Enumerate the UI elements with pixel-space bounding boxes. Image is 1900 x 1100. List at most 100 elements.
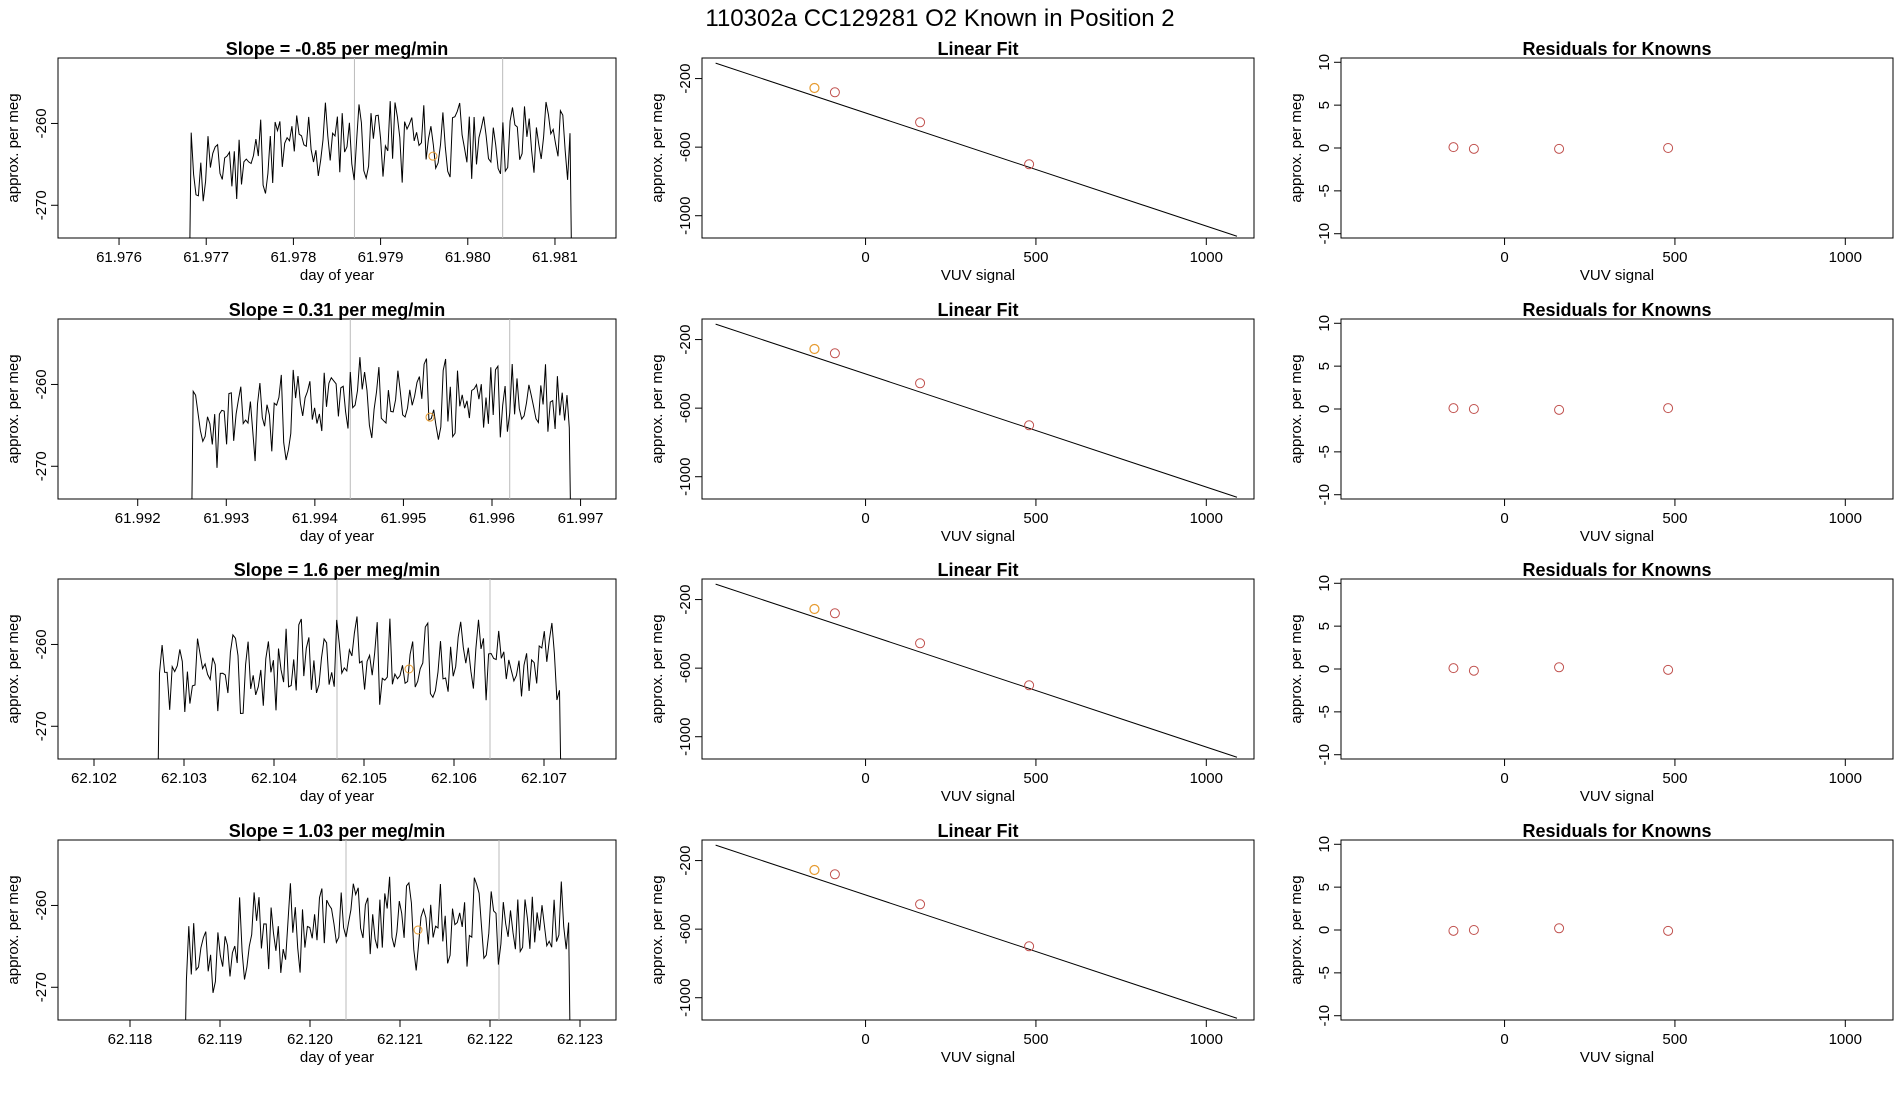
plot-frame: [57, 839, 617, 1021]
data-point: [1663, 403, 1674, 414]
data-point: [1448, 403, 1459, 414]
x-tick-label: 1000: [1829, 249, 1862, 266]
data-layer: [1448, 142, 1674, 154]
y-axis-label: approx. per meg: [649, 875, 666, 984]
y-tick-label: -5: [1316, 705, 1333, 718]
highlight-point: [809, 864, 820, 876]
data-point: [915, 638, 926, 649]
y-tick-label: -270: [33, 190, 50, 220]
x-axis-label: day of year: [300, 267, 374, 284]
x-tick-label: 62.118: [108, 1031, 153, 1048]
y-tick-label: -1000: [677, 979, 694, 1017]
chart-panel-2: Linear Fit 0 500 1000 -1000 -600 -200 VUV signa…: [649, 39, 1255, 284]
x-tick-label: 61.978: [270, 249, 316, 266]
data-point: [915, 378, 926, 389]
x-axis-label: VUV signal: [1580, 788, 1654, 805]
average-point: [425, 412, 435, 422]
x-axis-label: VUV signal: [1580, 528, 1654, 545]
x-tick-label: 61.993: [203, 510, 249, 527]
y-tick-label: 5: [1316, 622, 1333, 630]
data-point: [915, 899, 926, 910]
x-tick-label: 61.980: [445, 249, 491, 266]
data-point: [1448, 925, 1459, 936]
data-point: [1468, 143, 1479, 154]
fit-line: [715, 844, 1238, 1019]
data-layer: [715, 62, 1238, 237]
y-axis-label: approx. per meg: [649, 614, 666, 723]
y-tick-label: -260: [33, 369, 50, 399]
y-tick-label: -200: [677, 325, 694, 355]
y-tick-label: 0: [1316, 405, 1333, 413]
data-point: [915, 117, 926, 128]
x-axis-label: VUV signal: [1580, 267, 1654, 284]
y-axis-label: approx. per meg: [1288, 614, 1305, 723]
x-tick-label: 61.997: [558, 510, 604, 527]
panel-title: Slope = -0.85 per meg/min: [226, 39, 449, 59]
x-tick-label: 62.121: [377, 1031, 423, 1048]
plot-frame: [701, 839, 1255, 1021]
x-tick-label: 0: [1500, 249, 1508, 266]
chart-panel-9: Residuals for Knowns 0 500 1000 -10 -5 0 5 10 VUV…: [1288, 560, 1894, 805]
data-point: [1554, 662, 1565, 673]
x-tick-label: 500: [1023, 770, 1048, 787]
chart-panel-10: Slope = 1.03 per meg/min 62.118 62.119 62.1…: [5, 821, 617, 1066]
data-point: [1663, 664, 1674, 675]
y-axis-label: approx. per meg: [5, 354, 22, 463]
data-point: [829, 869, 840, 880]
chart-panel-12: Residuals for Knowns 0 500 1000 -10 -5 0 5 10 VUV…: [1288, 821, 1894, 1066]
y-tick-label: -1000: [677, 197, 694, 235]
chart-panel-4: Slope = 0.31 per meg/min 61.992 61.993 61.9…: [5, 300, 617, 545]
x-tick-label: 61.976: [96, 249, 142, 266]
y-tick-label: -10: [1316, 484, 1333, 506]
y-tick-label: -5: [1316, 966, 1333, 979]
average-point: [413, 925, 423, 935]
panel-title: Residuals for Knowns: [1522, 821, 1711, 841]
data-point: [829, 348, 840, 359]
data-point: [1024, 420, 1035, 431]
data-point: [1554, 404, 1565, 415]
y-tick-label: -600: [677, 393, 694, 423]
data-layer: [191, 319, 571, 499]
plot-frame: [1340, 57, 1894, 239]
x-tick-label: 1000: [1190, 1031, 1223, 1048]
data-layer: [1448, 403, 1674, 415]
time-series-line: [185, 876, 571, 1020]
plot-frame: [1340, 839, 1894, 1021]
data-layer: [157, 579, 562, 759]
data-layer: [715, 844, 1238, 1019]
y-tick-label: 5: [1316, 101, 1333, 109]
y-tick-label: 10: [1316, 575, 1333, 592]
highlight-point: [809, 343, 820, 355]
plot-frame: [701, 57, 1255, 239]
y-tick-label: -200: [677, 585, 694, 615]
data-point: [1448, 142, 1459, 153]
panel-title: Linear Fit: [937, 300, 1018, 320]
average-point: [404, 664, 414, 674]
panel-grid: Slope = -0.85 per meg/min 61.976 61.977 61.…: [5, 39, 1894, 1066]
fit-line: [715, 323, 1238, 498]
x-tick-label: 500: [1023, 249, 1048, 266]
panel-title: Linear Fit: [937, 39, 1018, 59]
fit-line: [715, 583, 1238, 758]
time-series-line: [157, 616, 562, 759]
x-tick-label: 61.996: [469, 510, 515, 527]
y-tick-label: -200: [677, 64, 694, 94]
x-tick-label: 1000: [1829, 1031, 1862, 1048]
y-tick-label: -270: [33, 451, 50, 481]
data-point: [1024, 680, 1035, 691]
data-point: [1554, 923, 1565, 934]
x-axis-label: VUV signal: [941, 788, 1015, 805]
x-tick-label: 500: [1662, 770, 1687, 787]
y-axis-label: approx. per meg: [649, 354, 666, 463]
y-axis-label: approx. per meg: [5, 93, 22, 202]
y-tick-label: -600: [677, 914, 694, 944]
y-tick-label: -200: [677, 846, 694, 876]
data-point: [829, 608, 840, 619]
y-tick-label: 5: [1316, 362, 1333, 370]
chart-panel-5: Linear Fit 0 500 1000 -1000 -600 -200 VUV signa…: [649, 300, 1255, 545]
data-layer: [189, 58, 572, 238]
chart-panel-7: Slope = 1.6 per meg/min 62.102 62.103 62.10…: [5, 560, 617, 805]
x-tick-label: 61.977: [183, 249, 229, 266]
x-axis-label: VUV signal: [941, 267, 1015, 284]
x-axis-label: day of year: [300, 528, 374, 545]
